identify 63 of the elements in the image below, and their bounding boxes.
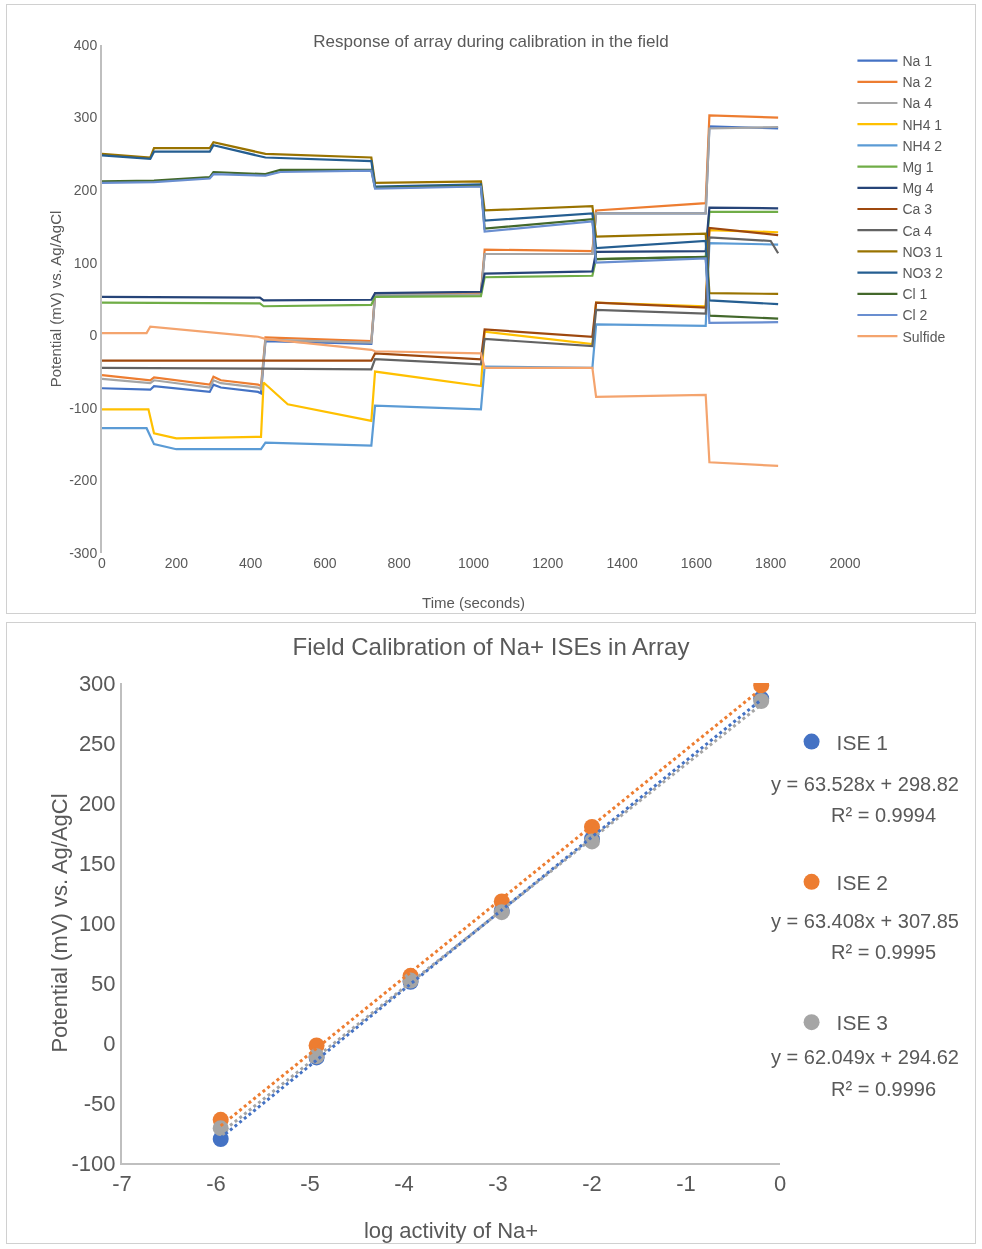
y-tick-label: 100 — [73, 254, 98, 271]
text: R² = 0.9994 — [831, 804, 937, 826]
y-tick-label: -200 — [69, 472, 98, 489]
annotation: y = 63.528x + 298.82 — [771, 773, 959, 795]
text: R² = 0.9995 — [831, 941, 937, 963]
x-tick-label: 1000 — [457, 555, 490, 571]
x-tick-label: 0 — [773, 1171, 787, 1197]
x-tick-label: -4 — [394, 1171, 414, 1197]
legend-label: Cl 1 — [902, 286, 928, 303]
legend-label: Mg 4 — [902, 180, 934, 197]
legend-label: NH4 1 — [902, 116, 943, 133]
y-tick-label: 300 — [73, 109, 98, 126]
legend-label: ISE 2 — [836, 871, 888, 895]
x-tick-label: -1 — [676, 1171, 696, 1197]
chart-title: Field Calibration of Na+ ISEs in Array — [292, 633, 690, 661]
annotation: y = 62.049x + 294.62 — [771, 1046, 959, 1068]
legend-label: Na 1 — [902, 53, 933, 70]
x-tick-label: 1200 — [532, 555, 564, 571]
x-tick-label: 600 — [313, 555, 337, 571]
legend-label: Na 4 — [902, 95, 933, 112]
legend-label: Cl 2 — [902, 307, 928, 324]
x-tick-label: 1600 — [680, 555, 713, 571]
y-tick-label: 250 — [78, 730, 116, 756]
y-axis-title: Potential (mV) vs. Ag/AgCl — [47, 793, 72, 1053]
y-tick-label: 200 — [73, 182, 98, 199]
y-tick-label: 100 — [78, 910, 116, 936]
y-tick-label: 50 — [91, 970, 116, 996]
y-axis-title: Potential (mV) vs. Ag/AgCl — [47, 210, 64, 388]
legend-label: Na 2 — [902, 74, 933, 91]
x-tick-label: -6 — [206, 1171, 226, 1197]
legend-label: ISE 3 — [836, 1011, 888, 1035]
y-tick-label: 0 — [89, 327, 98, 344]
x-tick-label: -5 — [300, 1171, 320, 1197]
legend-label: NO3 1 — [902, 243, 944, 260]
y-tick-label: 200 — [78, 790, 116, 816]
legend-label: NH4 2 — [902, 137, 943, 154]
x-tick-label: 1400 — [606, 555, 638, 571]
x-tick-label: -2 — [582, 1171, 602, 1197]
legend-label: Sulfide — [902, 328, 946, 345]
y-tick-label: 300 — [78, 670, 116, 696]
text: R² = 0.9996 — [831, 1078, 937, 1100]
y-tick-label: 0 — [103, 1030, 116, 1056]
y-tick-label: -300 — [69, 544, 98, 561]
x-axis-title: Time (seconds) — [422, 594, 525, 611]
x-axis-title: log activity of Na+ — [363, 1218, 539, 1243]
x-tick-label: -3 — [488, 1171, 508, 1197]
legend-label: Ca 4 — [902, 222, 933, 239]
line-series — [102, 325, 780, 468]
chart-title: Response of array during calibration in the field — [313, 32, 669, 52]
y-tick-label: 400 — [73, 36, 98, 53]
legend-label: Ca 3 — [902, 201, 933, 218]
x-tick-label: 200 — [164, 555, 189, 571]
annotation: y = 63.408x + 307.85 — [771, 910, 959, 932]
legend-label: NO3 2 — [902, 265, 944, 282]
legend-label: ISE 1 — [836, 730, 888, 754]
x-tick-label: 1800 — [755, 555, 787, 571]
y-tick-label: -100 — [69, 399, 98, 416]
legend-label: Mg 1 — [902, 159, 934, 176]
x-tick-label: 400 — [238, 555, 263, 571]
y-tick-label: -50 — [83, 1090, 116, 1116]
y-tick-label: 150 — [78, 850, 116, 876]
x-tick-label: 800 — [387, 555, 412, 571]
x-tick-label: 2000 — [829, 555, 861, 571]
